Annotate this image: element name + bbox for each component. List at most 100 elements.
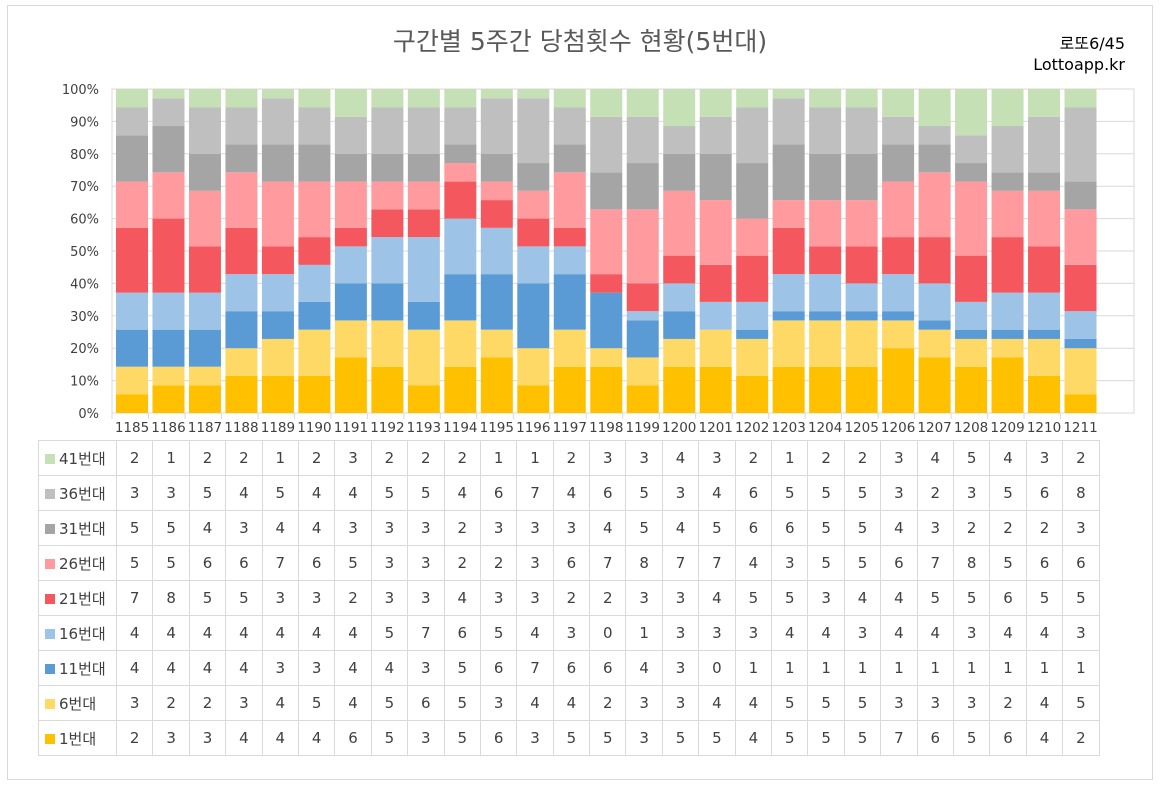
bar-segment	[261, 89, 294, 99]
table-cell: 4	[188, 650, 227, 686]
bar-segment	[882, 274, 915, 312]
bar-segment	[152, 126, 185, 173]
table-row: 21번대 7 8 5 5 3 3 2 3 3 4 3 3 2 2 3 3 4 5 5 3 4 4 5 5 6 5 5	[38, 580, 1100, 616]
table-cell: 2	[843, 440, 882, 476]
bar-segment	[298, 144, 331, 182]
table-cell: 3	[407, 510, 445, 546]
table-cell: 5	[370, 720, 409, 756]
bar-segment	[1064, 348, 1097, 395]
table-cell: 2	[188, 440, 227, 476]
bar-segment	[626, 209, 659, 284]
x-tick-label: 1192	[370, 420, 404, 436]
table-cell: 1	[734, 650, 773, 686]
table-cell: 5	[771, 685, 809, 721]
table-cell: 6	[1062, 545, 1100, 581]
bar-segment	[699, 366, 732, 413]
bar-segment	[553, 144, 586, 173]
table-cell: 6	[407, 685, 445, 721]
table-cell: 5	[807, 510, 845, 546]
table-cell: 3	[625, 685, 663, 721]
table-cell: 3	[115, 685, 154, 721]
bar-segment	[298, 181, 331, 238]
legend-swatch	[45, 628, 55, 639]
table-cell: 5	[843, 475, 882, 511]
table-cell: 3	[225, 685, 263, 721]
table-cell: 3	[916, 685, 954, 721]
table-cell: 3	[152, 475, 190, 511]
table-cell: 5	[843, 720, 882, 756]
bar-segment	[991, 126, 1024, 173]
bar-segment	[772, 89, 805, 99]
table-cell: 1	[916, 650, 954, 686]
bar-segment	[261, 181, 294, 247]
table-cell: 5	[952, 580, 991, 616]
table-cell: 2	[589, 580, 627, 616]
bar-segment	[845, 89, 878, 108]
x-tick-label: 1205	[844, 420, 878, 436]
table-cell: 6	[188, 545, 227, 581]
bar-segment	[261, 98, 294, 145]
table-cell: 5	[661, 720, 700, 756]
table-cell: 4	[698, 685, 736, 721]
bar-segment	[991, 89, 1024, 127]
bar-segment	[736, 107, 769, 164]
table-cell: 4	[698, 580, 736, 616]
table-cell: 3	[552, 510, 591, 546]
bar-segment	[444, 163, 477, 182]
table-cell: 5	[771, 475, 809, 511]
bar-segment	[334, 227, 367, 247]
bar-segment	[334, 320, 367, 358]
bar-segment	[772, 200, 805, 228]
bar-segment	[663, 190, 696, 256]
bar-segment	[1028, 338, 1061, 376]
bar-segment	[298, 264, 331, 302]
table-cell: 5	[443, 650, 481, 686]
table-cell: 4	[115, 650, 154, 686]
table-cell: 1	[1062, 650, 1100, 686]
bar-segment	[517, 385, 550, 413]
x-tick-label: 1189	[261, 420, 295, 436]
bar-segment	[918, 357, 951, 413]
bar-segment	[1028, 116, 1061, 173]
bar-segment	[626, 385, 659, 413]
table-row: 26번대 5 5 6 6 7 6 5 3 3 2 2 3 6 7 8 7 7 4 3 5 5 6 7 8 5 6 6	[38, 545, 1100, 581]
bar-segment	[590, 209, 623, 275]
bar-segment	[1064, 338, 1097, 349]
table-cell: 5	[225, 580, 263, 616]
bar-segment	[918, 126, 951, 145]
bar-segment	[1028, 89, 1061, 117]
series-label-cell: 16번대	[38, 615, 117, 651]
bar-segment	[736, 375, 769, 413]
table-cell: 7	[916, 545, 954, 581]
table-cell: 2	[916, 475, 954, 511]
table-cell: 2	[1025, 510, 1064, 546]
bar-segment	[188, 107, 221, 154]
table-cell: 5	[479, 615, 518, 651]
bar-segment	[225, 375, 258, 413]
table-cell: 3	[880, 475, 918, 511]
x-tick-label: 1209	[990, 420, 1024, 436]
table-cell: 3	[1062, 615, 1100, 651]
table-cell: 2	[1062, 440, 1100, 476]
bar-segment	[480, 181, 513, 201]
bar-segment	[918, 320, 951, 330]
bar-segment	[152, 172, 185, 219]
bar-segment	[371, 107, 404, 154]
table-cell: 3	[661, 580, 700, 616]
table-cell: 7	[589, 545, 627, 581]
table-cell: 1	[771, 440, 809, 476]
bar-segment	[517, 218, 550, 247]
table-cell: 8	[1062, 475, 1100, 511]
table-cell: 0	[589, 615, 627, 651]
table-cell: 3	[880, 685, 918, 721]
bar-segment	[116, 89, 148, 108]
table-cell: 2	[115, 440, 154, 476]
bar-segment	[991, 338, 1024, 358]
table-cell: 3	[952, 475, 991, 511]
series-name: 16번대	[59, 624, 106, 643]
table-cell: 6	[552, 650, 591, 686]
table-cell: 4	[1025, 615, 1064, 651]
bar-segment	[736, 301, 769, 330]
y-tick-label: 10%	[70, 375, 99, 390]
bar-segment	[991, 190, 1024, 238]
